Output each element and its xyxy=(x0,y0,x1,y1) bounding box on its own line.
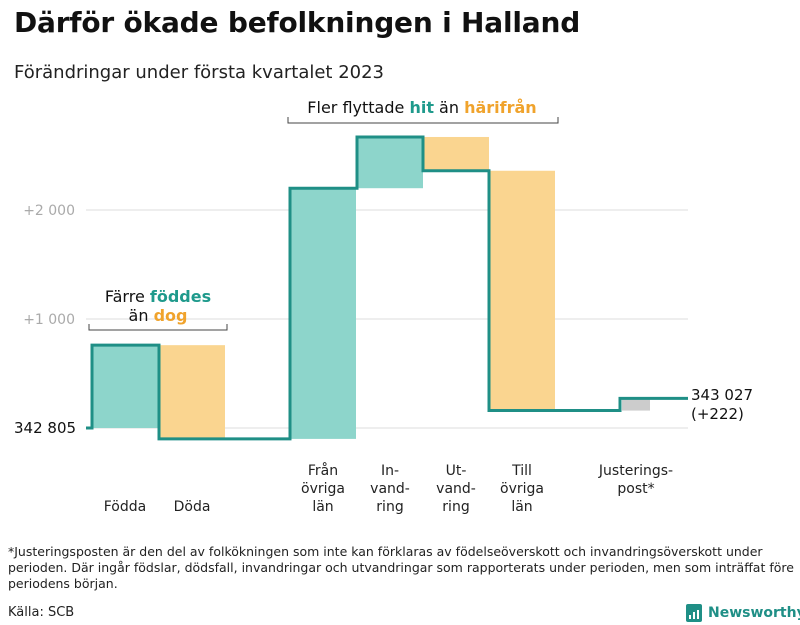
annotation-bracket xyxy=(88,324,228,331)
annotation-births-line2: än dog xyxy=(129,306,188,325)
category-label: Födda xyxy=(104,499,146,515)
end-value-label: 343 027 xyxy=(691,386,753,404)
brand-name: Newsworthy xyxy=(708,605,800,621)
end-change-label: (+222) xyxy=(691,405,744,423)
category-label: övriga xyxy=(301,481,345,497)
cumulative-line xyxy=(86,135,688,441)
footnote: *Justeringsposten är den del av folkökni… xyxy=(8,544,794,591)
category-label: Till xyxy=(511,463,532,479)
annotation-highlight-born: föddes xyxy=(150,287,211,306)
bar-outflow xyxy=(489,170,555,411)
category-label: Döda xyxy=(174,499,211,515)
category-label: Från xyxy=(308,462,338,479)
bar-outflow xyxy=(159,345,225,439)
annotation-highlight-here: hit xyxy=(409,98,434,117)
annotation-text: Fler flyttade xyxy=(307,98,409,117)
annotation-migration: Fler flyttade hit än härifrån xyxy=(307,98,536,117)
annotation-text: än xyxy=(434,98,464,117)
bar-adjustment xyxy=(622,398,650,411)
category-label: ring xyxy=(376,499,403,515)
annotation-births-line1: Färre föddes xyxy=(105,287,211,306)
category-label: ring xyxy=(442,499,469,515)
annotation-highlight-away: härifrån xyxy=(464,98,537,117)
start-value-label: 342 805 xyxy=(14,419,76,437)
annotation-text: Färre xyxy=(105,287,150,306)
bar-inflow xyxy=(290,188,356,439)
source-note: Källa: SCB xyxy=(8,605,75,620)
bar-outflow xyxy=(423,136,489,171)
category-label: Ut- xyxy=(446,463,467,479)
category-label: Justerings- xyxy=(598,463,673,479)
bar-inflow xyxy=(357,136,423,189)
page-title: Därför ökade befolkningen i Halland xyxy=(14,6,581,39)
brand-logo: Newsworthy xyxy=(686,602,800,624)
bar-inflow xyxy=(92,345,158,428)
y-tick-label: +2 000 xyxy=(23,203,75,219)
category-label: vand- xyxy=(370,481,410,497)
category-label: övriga xyxy=(500,481,544,497)
category-label: län xyxy=(312,499,333,515)
category-label: vand- xyxy=(436,481,476,497)
category-label: post* xyxy=(617,481,654,497)
y-tick-label: +1 000 xyxy=(23,312,75,328)
annotation-text: än xyxy=(129,306,154,325)
newsworthy-logo-icon xyxy=(686,604,702,622)
annotation-highlight-died: dog xyxy=(154,306,188,325)
category-label: In- xyxy=(381,463,399,479)
waterfall-chart: +1 000 +2 000 Födda Döda Från övriga län In-van… xyxy=(14,98,753,515)
category-label: län xyxy=(511,499,532,515)
annotation-bracket xyxy=(287,117,559,124)
chart-subtitle: Förändringar under första kvartalet 2023 xyxy=(14,62,385,83)
